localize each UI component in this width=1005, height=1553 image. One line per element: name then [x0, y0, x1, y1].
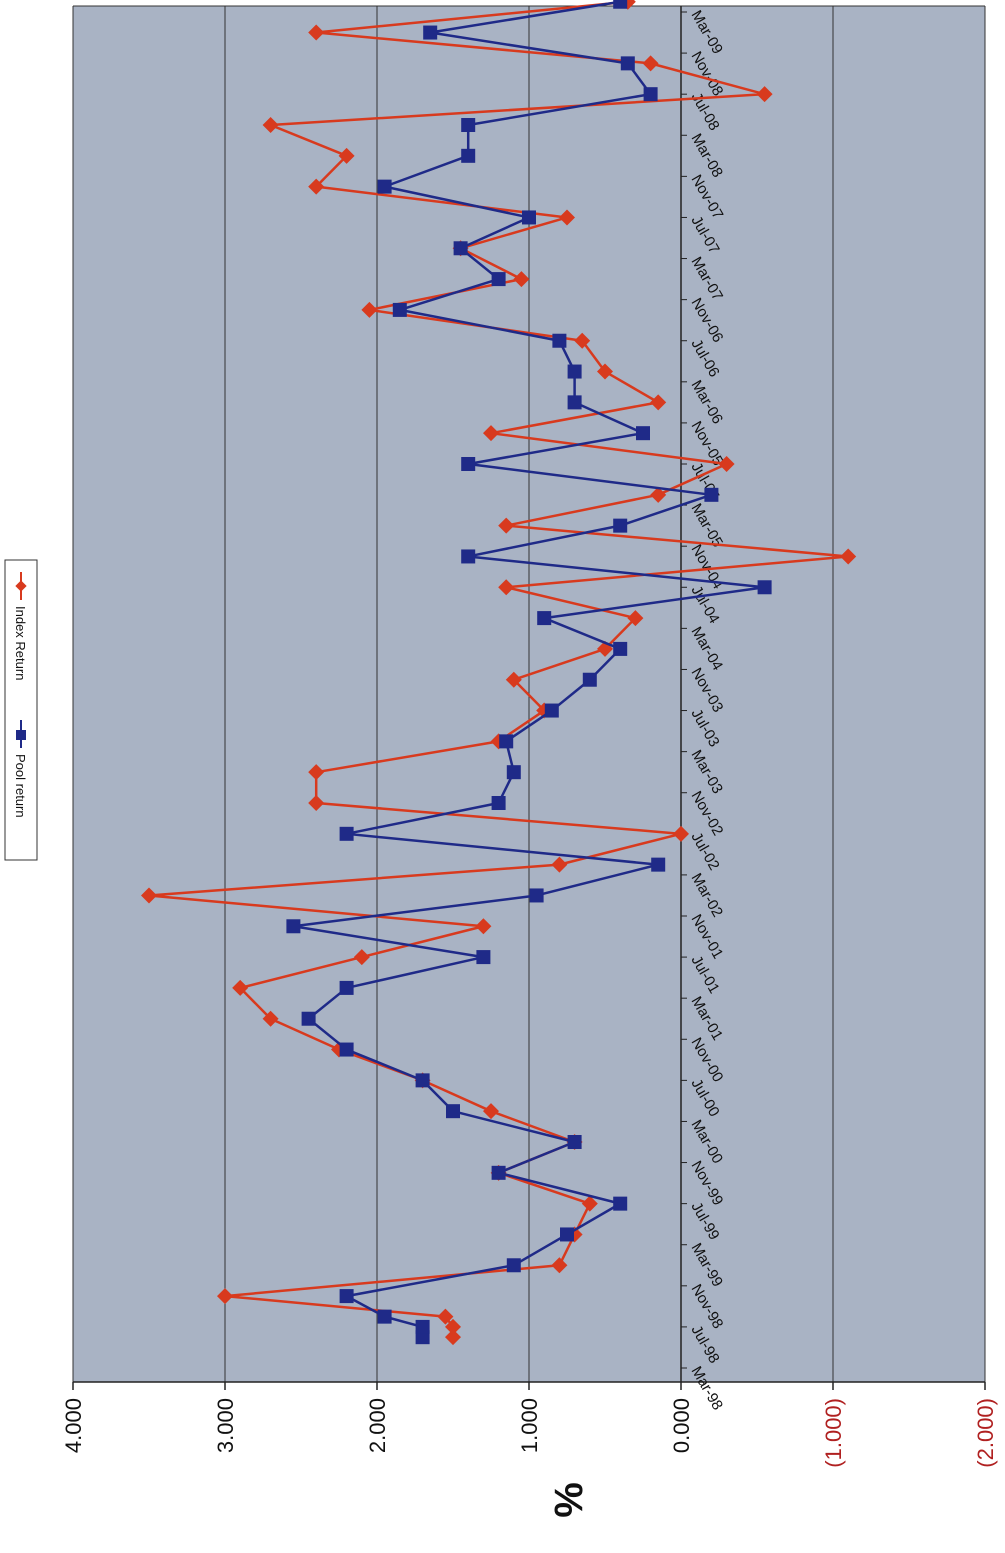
index-return-point	[551, 856, 568, 873]
legend-pool-label: Pool return	[13, 754, 28, 818]
pool-return-point	[704, 487, 719, 502]
pool-return-point	[461, 118, 476, 132]
pool-return-point	[522, 210, 536, 225]
index-return-point	[338, 147, 355, 164]
value-tick-label: 1.000	[517, 1398, 542, 1453]
pool-return-point	[537, 611, 552, 626]
index-return-point	[650, 394, 667, 411]
pool-return-point	[613, 1196, 628, 1211]
index-return-point	[483, 1103, 499, 1120]
index-return-point	[650, 486, 667, 503]
legend-pool-marker	[16, 730, 26, 740]
index-return-point	[262, 117, 279, 133]
pool-return-point	[461, 549, 476, 564]
pool-return-point	[757, 580, 772, 595]
pool-return-point	[643, 87, 658, 102]
index-return-point	[673, 825, 689, 842]
pool-return-point	[423, 25, 438, 40]
value-tick-label: 2.000	[365, 1398, 390, 1453]
index-return-point	[498, 579, 515, 596]
pool-return-point	[651, 857, 666, 872]
value-tick-label: 4.000	[61, 1398, 86, 1453]
value-axis-labels: 4.000 3.000 2.000 1.000 0.000 (1.000) (2.000)	[61, 1398, 998, 1468]
pool-return-point	[499, 734, 514, 749]
legend: Index Return Pool return	[4, 559, 38, 861]
index-return-point	[141, 887, 157, 904]
index-return-point	[308, 24, 325, 41]
pool-return-point	[491, 796, 506, 810]
index-return-point	[718, 456, 735, 472]
y-axis-title: %	[546, 1482, 590, 1518]
value-tick-label: 0.000	[669, 1398, 694, 1453]
value-axis-ticks	[72, 1382, 986, 1390]
pool-return-point	[506, 765, 521, 780]
pool-return-point	[339, 1042, 354, 1057]
index-return-point	[217, 1288, 233, 1305]
index-return-point	[840, 548, 857, 565]
index-return-point	[559, 209, 575, 226]
pool-return-point	[392, 302, 407, 317]
index-return-point	[308, 795, 325, 811]
legend-box	[4, 559, 38, 861]
pool-return-point	[377, 1309, 392, 1324]
pool-return-point	[339, 1289, 354, 1304]
pool-return-point	[415, 1319, 430, 1334]
pool-return-point	[377, 179, 392, 194]
pool-return-point	[613, 0, 628, 9]
pool-return-point	[461, 148, 476, 163]
index-return-point	[445, 1329, 461, 1346]
value-tick-label: (1.000)	[821, 1398, 846, 1468]
index-return-point	[308, 764, 325, 781]
index-return-point	[475, 918, 492, 935]
index-return-point	[232, 979, 249, 996]
pool-return-point	[613, 641, 628, 656]
pool-return-point	[446, 1104, 460, 1119]
pool-return-point	[560, 1227, 574, 1242]
pool-return-point	[339, 826, 354, 841]
index-return-point	[574, 332, 591, 349]
pool-return-point	[286, 919, 301, 934]
index-return-point	[551, 1257, 568, 1274]
pool-return-point	[636, 426, 650, 441]
index-return-point	[505, 671, 522, 688]
pool-return-point	[453, 241, 468, 256]
series-layer	[141, 0, 857, 1346]
pool-return-point	[506, 1258, 521, 1273]
pool-return-point	[620, 56, 635, 71]
pool-return-point	[567, 364, 582, 379]
value-tick-label: 3.000	[213, 1398, 238, 1453]
pool-return-point	[339, 980, 354, 995]
pool-return-point	[491, 272, 506, 287]
pool-return-point	[544, 703, 559, 718]
pool-return-point	[491, 1165, 506, 1180]
index-return-point	[581, 1195, 598, 1212]
index-return-point	[308, 178, 325, 195]
pool-return-line	[292, 0, 766, 1338]
pool-return-point	[461, 457, 476, 471]
index-return-point	[642, 55, 659, 72]
index-return-point	[437, 1308, 454, 1325]
index-return-point	[597, 363, 613, 380]
pool-return-point	[529, 888, 544, 903]
pool-return-point	[476, 950, 491, 965]
pool-return-point	[613, 518, 628, 533]
index-return-point	[353, 949, 370, 966]
index-return-point	[498, 517, 515, 534]
pool-return-point	[552, 333, 567, 348]
pool-return-point	[567, 1135, 582, 1149]
pool-return-point	[567, 395, 582, 410]
pool-return-point	[301, 1011, 316, 1026]
index-return-point	[483, 425, 499, 442]
index-return-point	[445, 1318, 461, 1335]
pool-return-point	[582, 672, 597, 687]
index-return-point	[627, 610, 644, 627]
index-return-point	[361, 301, 378, 318]
pool-return-point	[415, 1073, 430, 1088]
value-tick-label: (2.000)	[973, 1398, 998, 1468]
legend-index-label: Index Return	[13, 606, 28, 680]
index-return-point	[756, 86, 773, 103]
index-return-point	[513, 271, 530, 288]
index-return-point	[262, 1010, 279, 1027]
